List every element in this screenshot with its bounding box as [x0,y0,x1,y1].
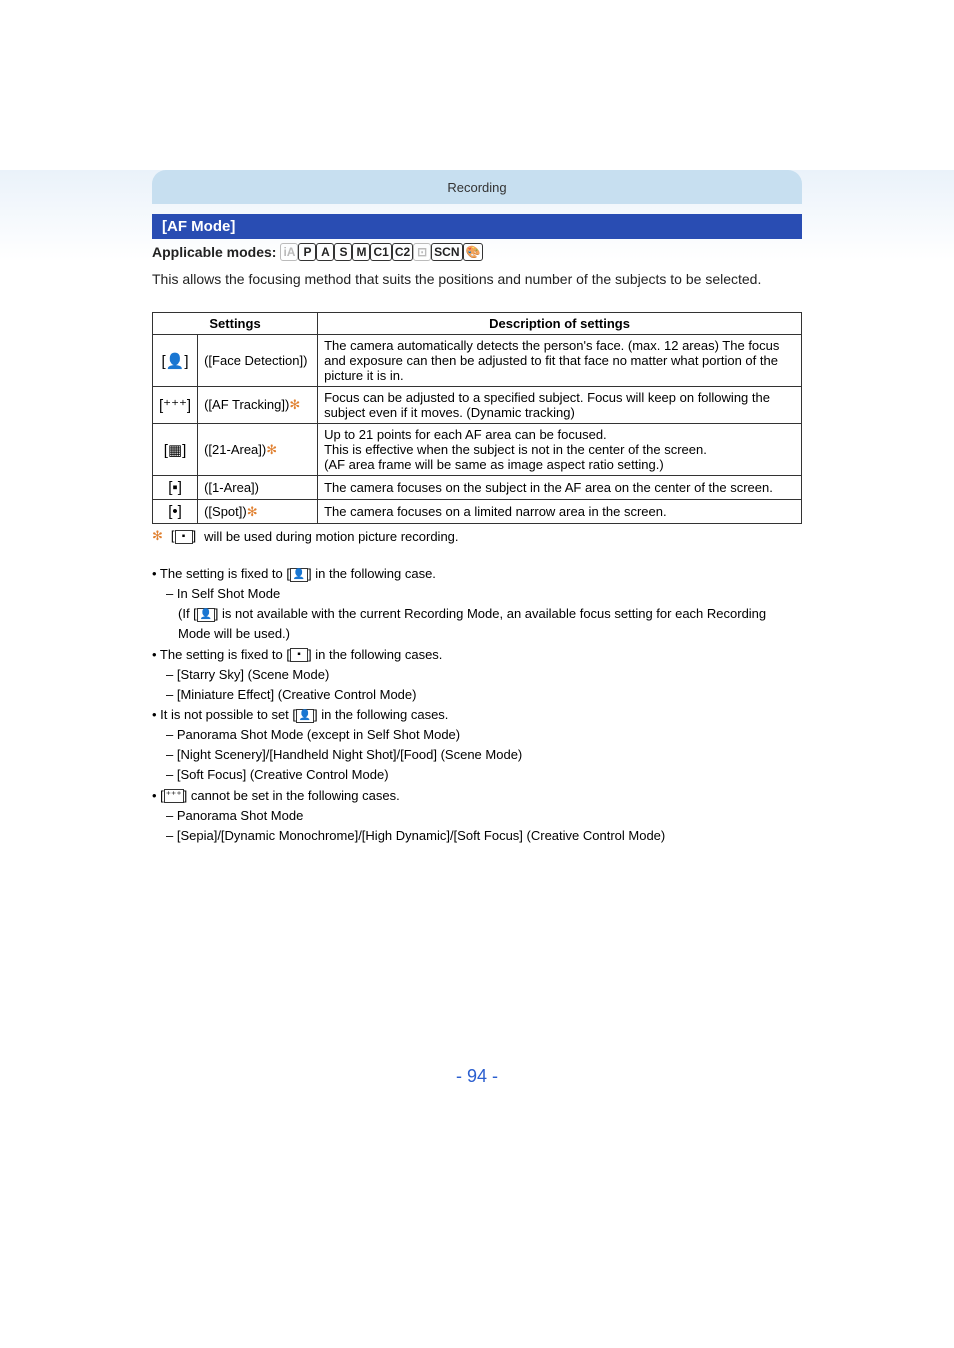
table-row: [▦]([21-Area])✻Up to 21 points for each … [153,424,802,476]
col-settings: Settings [153,313,318,335]
asterisk-icon: ✻ [266,442,277,457]
21-area-icon: [▦] [153,424,198,476]
setting-label: ([AF Tracking])✻ [198,387,318,424]
inline-mode-icon: ⁺⁺⁺ [164,789,184,803]
bullet-line: – Panorama Shot Mode (except in Self Sho… [152,725,802,745]
asterisk-icon: ✻ [247,504,258,519]
applicable-modes-line: Applicable modes: iAPASMC1C2⊡SCN🎨 [152,243,802,261]
page-number: - 94 - [152,1066,802,1087]
mode-box: C2 [392,243,413,261]
footnote-icon-wrap: [▪] [171,528,196,544]
footnote: ✻ [▪] will be used during motion picture… [152,528,802,544]
table-row: [👤]([Face Detection])The camera automati… [153,335,802,387]
bullet-line: • It is not possible to set [👤] in the f… [152,705,802,725]
1-area-icon: ▪ [175,530,193,544]
header-bar: Recording [152,170,802,204]
mode-boxes-container: iAPASMC1C2⊡SCN🎨 [280,243,483,261]
setting-description: Up to 21 points for each AF area can be … [318,424,802,476]
setting-label: ([Spot])✻ [198,500,318,524]
settings-table: Settings Description of settings [👤]([Fa… [152,312,802,524]
setting-description: The camera automatically detects the per… [318,335,802,387]
mode-box: C1 [370,243,391,261]
footnote-star: ✻ [152,528,163,544]
bullet-line: – [Soft Focus] (Creative Control Mode) [152,765,802,785]
inline-mode-icon: ▪ [290,648,308,662]
setting-label: ([21-Area])✻ [198,424,318,476]
inline-mode-icon: 👤 [197,608,215,622]
table-header-row: Settings Description of settings [153,313,802,335]
mode-box: S [334,243,352,261]
bullet-line: – [Starry Sky] (Scene Mode) [152,665,802,685]
section-title-text: [AF Mode] [162,218,235,235]
col-description: Description of settings [318,313,802,335]
bullet-line: – Panorama Shot Mode [152,806,802,826]
table-row: [•]([Spot])✻The camera focuses on a limi… [153,500,802,524]
bullet-line: • [⁺⁺⁺] cannot be set in the following c… [152,786,802,806]
inline-mode-icon: 👤 [290,568,308,582]
inline-mode-icon: 👤 [296,709,314,723]
bullet-line: – [Night Scenery]/[Handheld Night Shot]/… [152,745,802,765]
bullets-list: • The setting is fixed to [👤] in the fol… [152,564,802,846]
setting-description: Focus can be adjusted to a specified sub… [318,387,802,424]
asterisk-icon: ✻ [289,397,300,412]
spot-icon: [•] [153,500,198,524]
af-tracking-icon: [⁺⁺⁺] [153,387,198,424]
page-container: Recording [AF Mode] Applicable modes: iA… [0,0,954,1147]
section-title: [AF Mode] [152,214,802,239]
bullet-line: • The setting is fixed to [👤] in the fol… [152,564,802,584]
table-row: [▪]([1-Area])The camera focuses on the s… [153,476,802,500]
face-detection-icon: [👤] [153,335,198,387]
setting-label: ([1-Area]) [198,476,318,500]
intro-text: This allows the focusing method that sui… [152,269,802,290]
setting-label: ([Face Detection]) [198,335,318,387]
mode-box: SCN [431,243,462,261]
setting-description: The camera focuses on the subject in the… [318,476,802,500]
setting-description: The camera focuses on a limited narrow a… [318,500,802,524]
table-row: [⁺⁺⁺]([AF Tracking])✻Focus can be adjust… [153,387,802,424]
mode-box: P [298,243,316,261]
bullet-line: – [Sepia]/[Dynamic Monochrome]/[High Dyn… [152,826,802,846]
1-area-icon: [▪] [153,476,198,500]
mode-box: M [352,243,370,261]
header-section-label: Recording [447,180,506,195]
mode-box: iA [280,243,298,261]
bullet-line: (If [👤] is not available with the curren… [152,604,802,644]
bullet-line: – In Self Shot Mode [152,584,802,604]
applicable-modes-label: Applicable modes: [152,244,276,260]
mode-box: ⊡ [413,243,431,261]
mode-box: A [316,243,334,261]
mode-box: 🎨 [463,243,484,261]
footnote-text: will be used during motion picture recor… [204,529,458,544]
bullet-line: • The setting is fixed to [▪] in the fol… [152,645,802,665]
bullet-line: – [Miniature Effect] (Creative Control M… [152,685,802,705]
